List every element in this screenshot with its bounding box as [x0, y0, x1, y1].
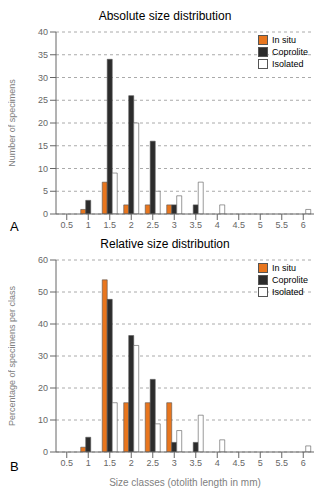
svg-text:5: 5 [258, 220, 263, 230]
svg-text:6: 6 [301, 220, 306, 230]
svg-text:Number of specimens: Number of specimens [8, 79, 17, 167]
svg-text:25: 25 [38, 95, 48, 105]
svg-text:35: 35 [38, 50, 48, 60]
svg-text:5: 5 [43, 186, 48, 196]
svg-text:5.5: 5.5 [275, 220, 288, 230]
svg-text:20: 20 [38, 118, 48, 128]
html-text:Coprolite: Coprolite [272, 47, 308, 57]
html-text:In situ: In situ [272, 263, 296, 273]
html-text:Relative size distribution: Relative size distribution [100, 237, 230, 251]
svg-text:2.5: 2.5 [146, 458, 159, 468]
svg-text:30: 30 [38, 351, 48, 361]
html-text:Coprolite: Coprolite [272, 275, 308, 285]
svg-text:40: 40 [38, 27, 48, 37]
svg-text:5: 5 [258, 458, 263, 468]
svg-text:4.5: 4.5 [232, 458, 245, 468]
svg-text:6: 6 [301, 458, 306, 468]
svg-text:50: 50 [38, 287, 48, 297]
svg-text:5.5: 5.5 [275, 458, 288, 468]
svg-text:2: 2 [129, 220, 134, 230]
html-text:Absolute size distribution: Absolute size distribution [98, 9, 232, 23]
html-text:Isolated: Isolated [272, 59, 304, 69]
svg-text:10: 10 [38, 415, 48, 425]
svg-text:4.5: 4.5 [232, 220, 245, 230]
svg-text:1: 1 [86, 458, 91, 468]
svg-text:40: 40 [38, 319, 48, 329]
svg-text:4: 4 [215, 458, 220, 468]
html-text:In situ: In situ [272, 35, 296, 45]
svg-text:0: 0 [43, 209, 48, 219]
svg-text:0.5: 0.5 [60, 458, 73, 468]
svg-text:0: 0 [43, 447, 48, 457]
html-text:Isolated: Isolated [272, 287, 304, 297]
svg-text:1: 1 [86, 220, 91, 230]
svg-text:60: 60 [38, 255, 48, 265]
svg-text:Percentage of specimens per cl: Percentage of specimens per class [8, 285, 17, 426]
svg-text:0.5: 0.5 [60, 220, 73, 230]
svg-text:2.5: 2.5 [146, 220, 159, 230]
svg-text:20: 20 [38, 383, 48, 393]
svg-text:15: 15 [38, 141, 48, 151]
svg-text:3: 3 [172, 458, 177, 468]
svg-text:1.5: 1.5 [103, 458, 116, 468]
svg-text:2: 2 [129, 458, 134, 468]
svg-text:3.5: 3.5 [189, 220, 202, 230]
svg-text:3.5: 3.5 [189, 458, 202, 468]
svg-text:10: 10 [38, 164, 48, 174]
html-text:A: A [10, 219, 19, 234]
svg-text:1.5: 1.5 [103, 220, 116, 230]
svg-text:3: 3 [172, 220, 177, 230]
svg-text:Size classes (otolith length i: Size classes (otolith length in mm) [109, 477, 261, 488]
html-text:B: B [10, 459, 19, 474]
svg-text:30: 30 [38, 73, 48, 83]
svg-text:4: 4 [215, 220, 220, 230]
